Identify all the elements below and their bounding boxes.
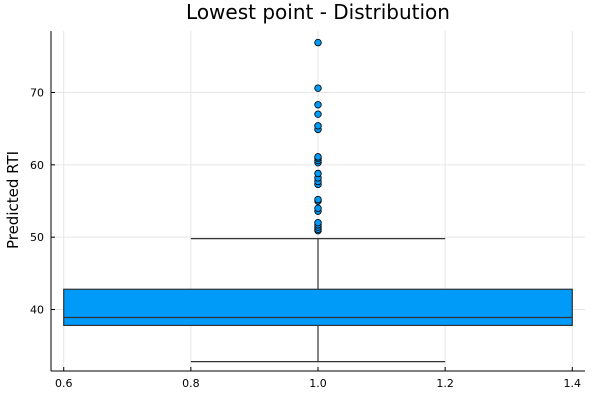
x-tick-label-4: 1.4 xyxy=(564,377,582,390)
outlier-point-21 xyxy=(314,84,322,92)
outlier-point-19 xyxy=(314,110,322,118)
y-tick-label-1: 50 xyxy=(30,231,44,244)
outlier-point-8 xyxy=(314,195,322,204)
y-tick-label-3: 70 xyxy=(30,86,44,99)
x-tick-label-3: 1.2 xyxy=(436,377,454,390)
axes xyxy=(50,31,585,372)
y-tick-label-2: 60 xyxy=(30,159,44,172)
plot-area xyxy=(63,38,573,363)
outlier-point-6 xyxy=(314,204,322,212)
interquartile-box xyxy=(63,288,573,327)
chart-title: Lowest point - Distribution xyxy=(186,0,450,24)
outlier-point-12 xyxy=(314,169,322,178)
x-tick-label-0: 0.6 xyxy=(55,377,73,390)
y-axis-label: Predicted RTI xyxy=(4,151,22,249)
y-tick-label-0: 40 xyxy=(30,304,44,317)
outlier-point-22 xyxy=(314,38,322,47)
x-tick-label-1: 0.8 xyxy=(182,377,200,390)
outlier-point-4 xyxy=(314,219,322,227)
tick-labels: 0.6 0.8 1.0 1.2 1.4 40 50 60 70 xyxy=(30,86,581,390)
outlier-point-20 xyxy=(314,101,322,109)
x-tick-label-2: 1.0 xyxy=(309,377,327,390)
outlier-point-16 xyxy=(314,153,322,161)
outlier-point-18 xyxy=(314,122,322,130)
